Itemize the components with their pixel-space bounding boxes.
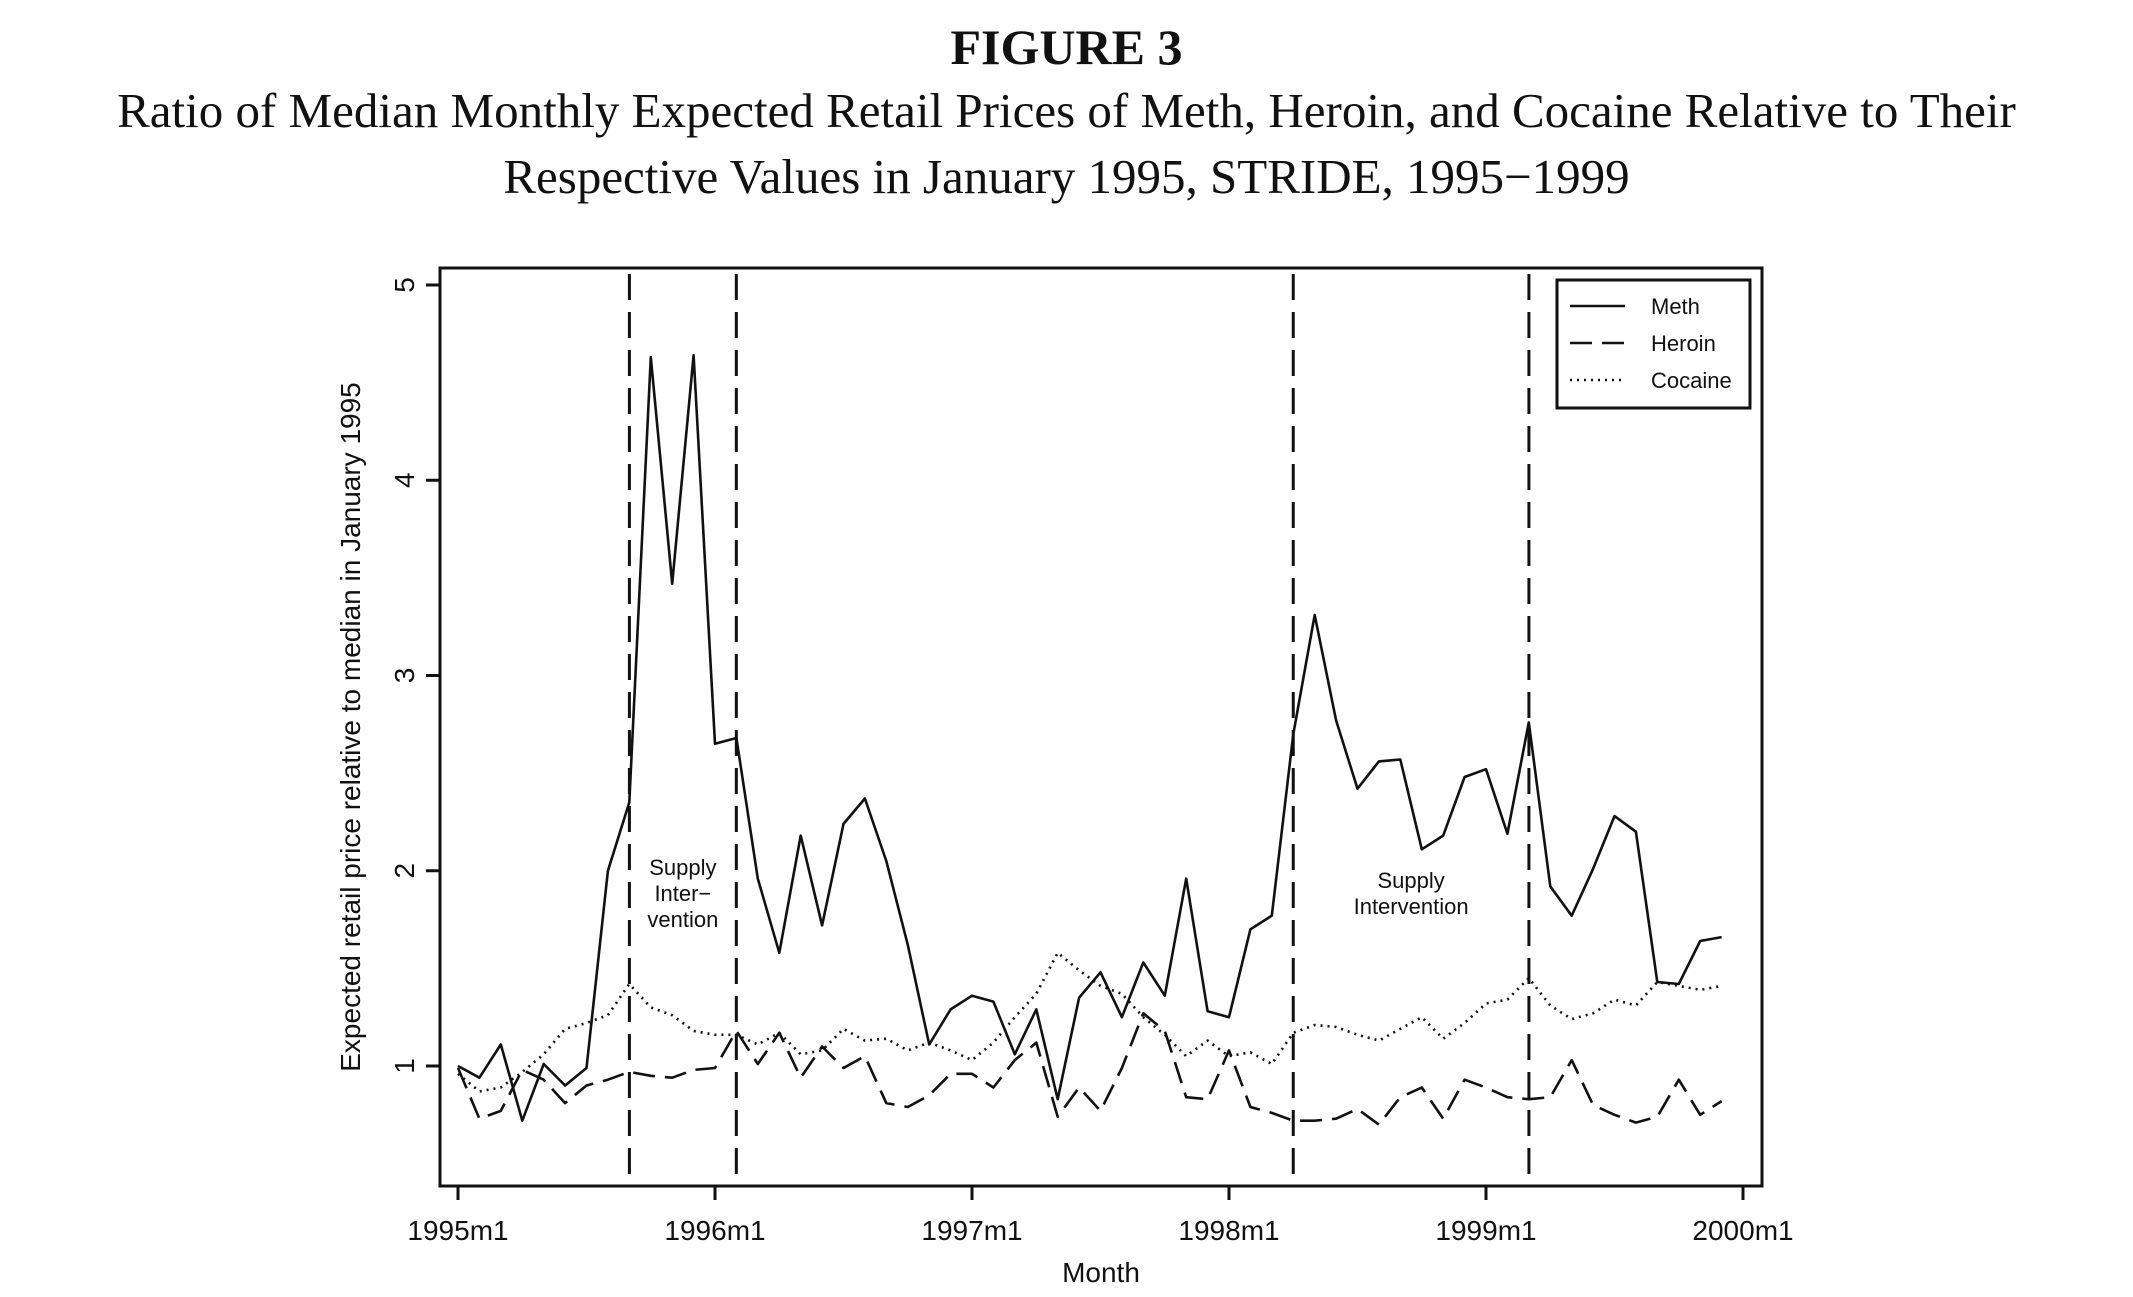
series-line-heroin [456,1011,1723,1126]
plot-frame [438,266,1764,1188]
intervention-label: vention [647,907,718,932]
legend: Meth Heroin Cocaine [1555,278,1752,410]
y-tick-label: 1 [389,1058,420,1074]
y-tick-label: 5 [389,277,420,293]
legend-label: Cocaine [1651,368,1732,393]
x-tick-label: 1997m1 [921,1215,1022,1246]
legend-label: Meth [1651,294,1700,319]
series-line-cocaine [457,951,1722,1093]
series-lines [456,353,1723,1126]
x-tick-label: 1995m1 [407,1215,508,1246]
x-tick-label: 2000m1 [1692,1215,1793,1246]
figure-title: Ratio of Median Monthly Expected Retail … [117,83,2016,204]
x-tick-label: 1999m1 [1435,1215,1536,1246]
intervention-label: Supply [649,855,716,880]
intervention-label: Supply [1377,868,1444,893]
series-line-meth [457,353,1722,1122]
x-axis-label: Month [1062,1257,1140,1288]
intervention-lines [627,274,1531,1182]
figure-label: FIGURE 3 [950,19,1183,75]
y-tick-label: 2 [389,863,420,879]
intervention-label: Intervention [1354,894,1469,919]
intervention-label: Inter− [654,881,711,906]
axes: 1995m1 1996m1 1997m1 1998m1 1999m1 2000m1 1 2 3 4… [389,277,1794,1246]
x-tick-label: 1996m1 [664,1215,765,1246]
y-tick-label: 4 [389,472,420,488]
y-axis-label: Expected retail price relative to median… [335,382,366,1072]
y-tick-label: 3 [389,668,420,684]
legend-label: Heroin [1651,331,1716,356]
x-tick-label: 1998m1 [1178,1215,1279,1246]
